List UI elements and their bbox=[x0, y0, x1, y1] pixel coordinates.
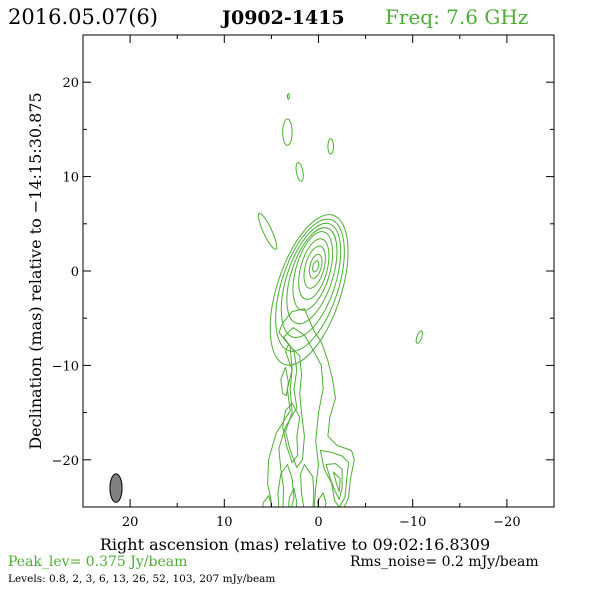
contour-line-15 bbox=[267, 308, 355, 507]
contour-line-27 bbox=[280, 366, 289, 397]
contour-line-0 bbox=[269, 214, 349, 366]
contour-line-17 bbox=[285, 344, 305, 468]
y-tick-label: −20 bbox=[52, 454, 79, 469]
contour-line-5 bbox=[298, 238, 330, 300]
x-axis-label: Right ascension (mas) relative to 09:02:… bbox=[100, 535, 490, 554]
y-tick-label: 10 bbox=[62, 171, 79, 186]
y-axis-label: Declination (mas) relative to −14:15:30.… bbox=[26, 92, 45, 449]
contour-line-23 bbox=[325, 463, 343, 500]
contour-line-16 bbox=[278, 327, 324, 507]
x-tick-label: 0 bbox=[314, 515, 322, 530]
plot-frame bbox=[82, 34, 555, 508]
contour-line-12 bbox=[287, 93, 290, 100]
header-date: 2016.05.07(6) bbox=[8, 5, 158, 29]
peak-level-text: Peak_lev= 0.375 Jy/beam bbox=[8, 554, 187, 570]
contour-line-11 bbox=[295, 162, 304, 182]
contour-line-3 bbox=[286, 227, 338, 325]
contour-line-20 bbox=[288, 487, 298, 507]
contour-line-2 bbox=[280, 222, 342, 338]
contour-line-4 bbox=[292, 231, 334, 311]
contour-line-21 bbox=[300, 464, 315, 507]
header-source-name: J0902-1415 bbox=[220, 7, 345, 29]
contour-levels-text: Levels: 0.8, 2, 3, 6, 13, 26, 52, 103, 2… bbox=[8, 573, 275, 585]
rms-noise-text: Rms_noise= 0.2 mJy/beam bbox=[350, 554, 539, 570]
contour-line-24 bbox=[333, 471, 341, 493]
header-frequency: Freq: 7.6 GHz bbox=[385, 5, 528, 29]
contour-layer bbox=[257, 93, 423, 507]
x-tick-label: −10 bbox=[399, 515, 426, 530]
beam-layer bbox=[109, 473, 123, 503]
contour-line-13 bbox=[257, 212, 278, 250]
contour-line-18 bbox=[282, 402, 301, 464]
x-tick-label: 20 bbox=[122, 515, 139, 530]
contour-line-26 bbox=[262, 495, 272, 507]
contour-line-8 bbox=[312, 260, 320, 273]
contour-line-9 bbox=[282, 118, 293, 146]
contour-line-7 bbox=[308, 253, 323, 279]
contour-line-22 bbox=[319, 449, 350, 507]
contour-line-1 bbox=[275, 218, 345, 352]
plot-area: 20 10 0 −10 −20 20 10 0 −10 −20 bbox=[52, 34, 555, 530]
y-tick-label: 20 bbox=[62, 76, 79, 91]
y-tick-label: −10 bbox=[52, 359, 79, 374]
y-tick-label: 0 bbox=[71, 265, 79, 280]
x-tick-label: 10 bbox=[216, 515, 233, 530]
contour-line-10 bbox=[327, 138, 335, 155]
beam-ellipse bbox=[109, 473, 123, 503]
tick-layer: 20 10 0 −10 −20 20 10 0 −10 −20 bbox=[52, 34, 555, 530]
contour-line-6 bbox=[303, 245, 326, 289]
contour-line-19 bbox=[277, 464, 295, 507]
x-tick-label: −20 bbox=[493, 515, 520, 530]
contour-line-14 bbox=[415, 330, 423, 344]
